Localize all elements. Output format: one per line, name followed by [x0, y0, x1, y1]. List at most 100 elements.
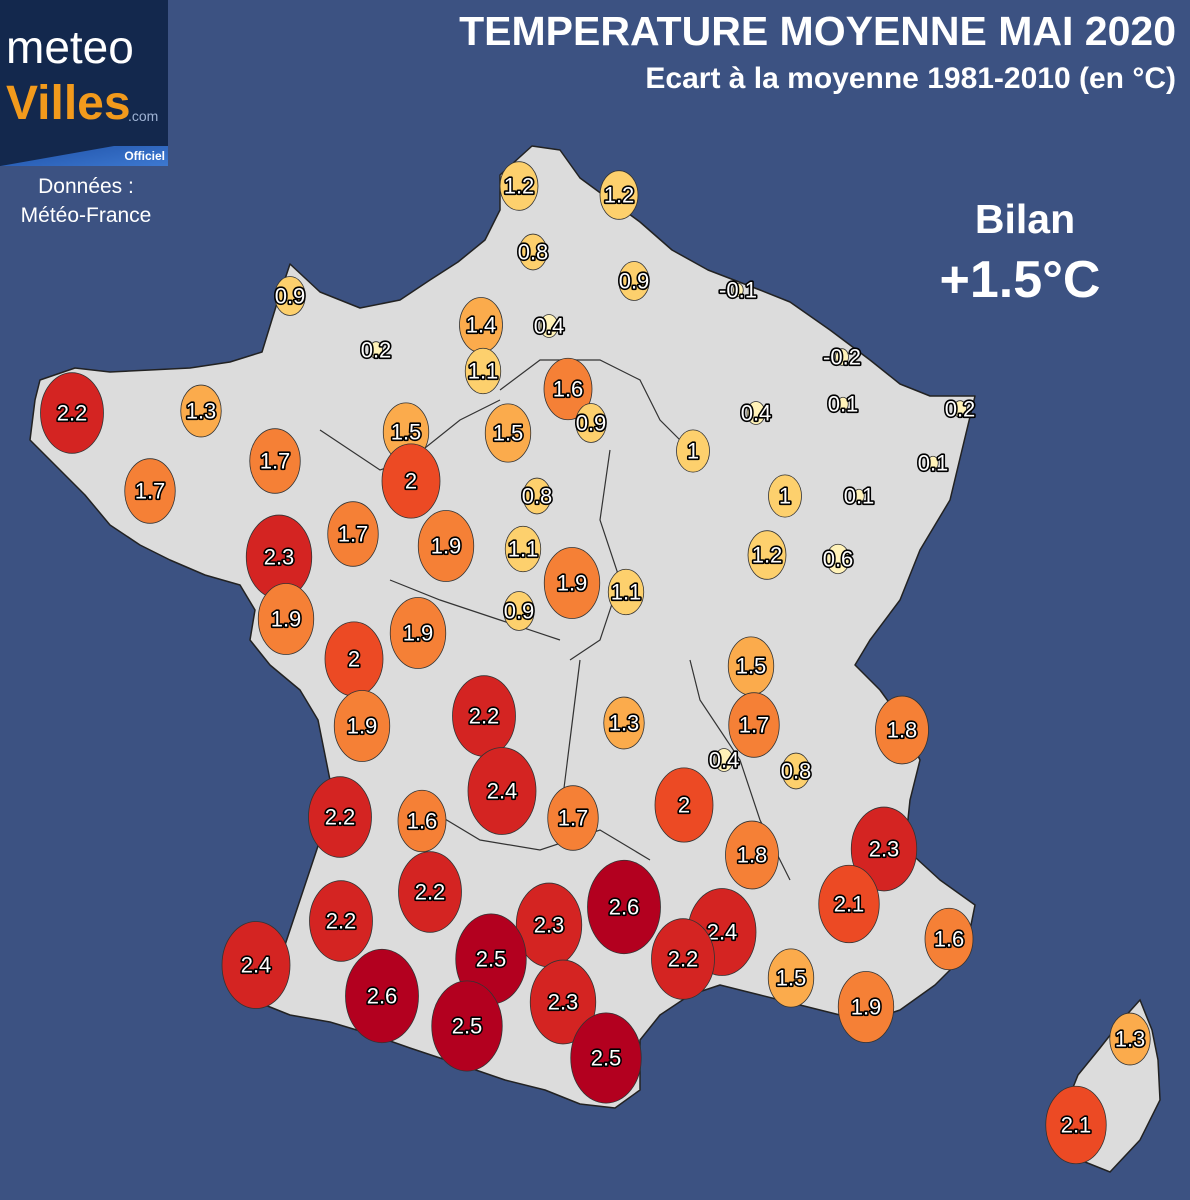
anomaly-value: 1.5 — [736, 654, 767, 679]
anomaly-marker — [818, 864, 880, 944]
anomaly-marker — [431, 980, 503, 1072]
anomaly-value: 1.2 — [604, 183, 635, 208]
anomaly-value: 0.9 — [504, 599, 535, 624]
anomaly-marker — [1045, 1085, 1107, 1165]
anomaly-value: 2 — [405, 469, 417, 494]
anomaly-bubble: 1.5 — [727, 636, 775, 696]
anomaly-bubble: 1.9 — [333, 690, 391, 762]
anomaly-bubble: -0.2 — [821, 343, 862, 371]
anomaly-value: 2 — [348, 647, 360, 672]
anomaly-bubble: 1 — [768, 474, 802, 518]
anomaly-marker — [651, 918, 715, 1000]
anomaly-value: 1.9 — [403, 621, 434, 646]
anomaly-value: 2.3 — [869, 837, 900, 862]
anomaly-value: 0.1 — [828, 392, 859, 417]
anomaly-bubble: 1.5 — [484, 403, 532, 463]
anomaly-bubble: 1.9 — [837, 971, 895, 1043]
anomaly-value: 0.6 — [823, 547, 854, 572]
anomaly-marker — [539, 314, 559, 338]
anomaly-bubble: 1.1 — [504, 525, 542, 573]
anomaly-marker — [603, 696, 645, 750]
anomaly-value: 1.8 — [887, 718, 918, 743]
source-name: Météo-France — [20, 204, 152, 227]
anomaly-bubble: 1.6 — [397, 789, 447, 853]
anomaly-bubble: 0.9 — [617, 261, 651, 301]
anomaly-marker — [747, 530, 787, 580]
anomaly-value: 1.1 — [508, 537, 539, 562]
anomaly-value: 2.5 — [591, 1046, 622, 1071]
anomaly-marker — [768, 474, 802, 518]
anomaly-marker — [499, 161, 539, 211]
anomaly-bubble: 1.7 — [728, 692, 780, 758]
anomaly-bubble: 0.8 — [779, 752, 813, 790]
anomaly-value: 2.1 — [1061, 1113, 1092, 1138]
anomaly-marker — [875, 695, 929, 765]
anomaly-value: -0.2 — [823, 345, 861, 370]
anomaly-marker — [607, 568, 645, 616]
anomaly-bubble: 2.2 — [651, 918, 715, 1000]
anomaly-value: 2 — [678, 793, 690, 818]
anomaly-bubble: -0.1 — [717, 276, 758, 304]
anomaly-bubbles: 1.2 1.2 0.8 0.9 -0.1 0.9 1.4 0.4 0.2 1.1 -0.2 1.6 2.… — [40, 161, 1151, 1165]
anomaly-value: 1.3 — [186, 399, 217, 424]
anomaly-value: 2.6 — [609, 895, 640, 920]
anomaly-value: -0.1 — [719, 278, 757, 303]
anomaly-marker — [417, 510, 475, 582]
anomaly-value: 1.9 — [557, 571, 588, 596]
anomaly-marker — [522, 477, 552, 515]
anomaly-marker — [543, 547, 601, 619]
anomaly-bubble: 0.8 — [520, 477, 554, 515]
summary-value: +1.5°C — [939, 251, 1101, 309]
anomaly-value: 1.1 — [611, 580, 642, 605]
anomaly-value: 0.2 — [945, 397, 976, 422]
anomaly-value: 1.4 — [466, 313, 497, 338]
anomaly-value: 2.2 — [57, 401, 88, 426]
logo-band — [0, 146, 168, 166]
anomaly-bubble: 2.5 — [570, 1012, 642, 1104]
anomaly-marker — [381, 443, 441, 519]
anomaly-bubble: 2.2 — [309, 880, 373, 962]
anomaly-marker — [327, 501, 379, 567]
anomaly-marker — [124, 458, 176, 524]
anomaly-value: 1.3 — [1115, 1027, 1146, 1052]
anomaly-value: 0.4 — [534, 314, 565, 339]
anomaly-marker — [467, 747, 537, 835]
anomaly-marker — [924, 907, 974, 971]
anomaly-bubble: 1 — [676, 429, 710, 473]
anomaly-bubble: 1.7 — [547, 785, 599, 851]
anomaly-bubble: 0.2 — [359, 336, 393, 364]
anomaly-value: 2.3 — [264, 545, 295, 570]
anomaly-value: 2.5 — [476, 947, 507, 972]
anomaly-bubble: 2.3 — [515, 882, 583, 968]
anomaly-bubble: 1.6 — [543, 357, 593, 421]
anomaly-bubble: 1.5 — [382, 402, 430, 462]
anomaly-marker — [369, 341, 383, 359]
anomaly-bubble: 0.1 — [842, 482, 876, 510]
meteovilles-logo: meteo Villes .com Officiel — [0, 0, 168, 166]
anomaly-value: 1.7 — [739, 713, 770, 738]
anomaly-value: 1.2 — [752, 543, 783, 568]
anomaly-bubble: 1.4 — [459, 297, 503, 353]
logo-text-villes: Villes — [6, 77, 131, 130]
anomaly-bubble: 2.2 — [40, 372, 104, 454]
anomaly-bubble: 1.2 — [599, 170, 639, 220]
anomaly-marker — [599, 170, 639, 220]
anomaly-marker — [837, 396, 849, 412]
anomaly-marker — [543, 357, 593, 421]
anomaly-bubble: 1.9 — [257, 583, 315, 655]
anomaly-value: 2.4 — [241, 953, 272, 978]
anomaly-value: 1.9 — [431, 534, 462, 559]
anomaly-bubble: 1.3 — [1109, 1012, 1151, 1066]
anomaly-value: 0.1 — [918, 451, 949, 476]
anomaly-value: 1.8 — [737, 843, 768, 868]
anomaly-bubble: 0.4 — [532, 312, 566, 340]
anomaly-marker — [398, 851, 462, 933]
anomaly-bubble: 1.9 — [417, 510, 475, 582]
anomaly-value: 1.6 — [407, 809, 438, 834]
anomaly-marker — [40, 372, 104, 454]
anomaly-bubble: 1.1 — [607, 568, 645, 616]
anomaly-bubble: 1.2 — [499, 161, 539, 211]
anomaly-value: 0.2 — [361, 338, 392, 363]
anomaly-marker — [781, 752, 811, 790]
anomaly-value: 2.2 — [325, 805, 356, 830]
